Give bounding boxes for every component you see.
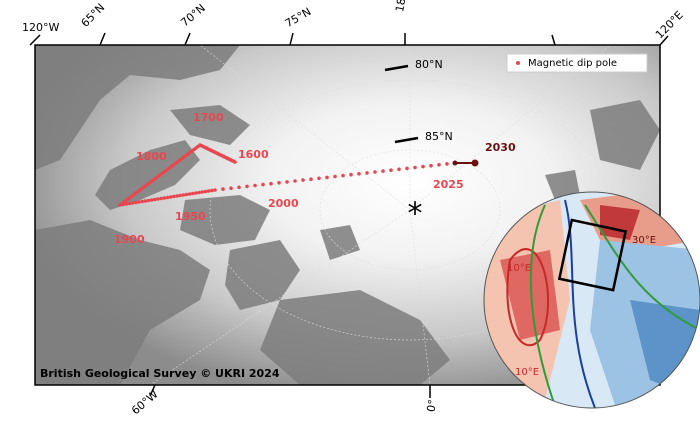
dip-pole-dot bbox=[245, 184, 249, 189]
graticule-label: 180° bbox=[393, 0, 410, 13]
dip-pole-dot bbox=[149, 198, 154, 202]
dip-pole-dot bbox=[437, 163, 441, 167]
graticule-label: 85°N bbox=[425, 130, 453, 143]
dip-pole-dot bbox=[203, 189, 208, 194]
land bbox=[35, 45, 660, 385]
dip-pole-dot bbox=[197, 190, 201, 195]
geographic-pole: * bbox=[408, 197, 423, 232]
dip-pole-dot bbox=[413, 165, 417, 170]
dip-pole-dot bbox=[333, 174, 337, 179]
dip-pole-dot bbox=[178, 193, 182, 198]
dip-pole-dot bbox=[143, 199, 148, 203]
dip-pole-dot bbox=[146, 198, 151, 203]
dip-pole-dot bbox=[397, 167, 401, 172]
dip-pole-dot bbox=[445, 162, 449, 166]
year-label: 2025 bbox=[433, 178, 464, 191]
dip-pole-dot bbox=[301, 178, 305, 182]
dip-pole-dot bbox=[200, 190, 205, 194]
dip-pole-dot bbox=[405, 166, 409, 171]
frame-ticks bbox=[29, 32, 669, 398]
dip-pole-dot bbox=[127, 201, 132, 206]
dip-pole-dot bbox=[293, 179, 297, 183]
dip-pole-dot bbox=[309, 177, 313, 181]
dip-pole-dot bbox=[325, 175, 329, 180]
dip-pole-dot bbox=[421, 164, 425, 169]
inset-globe bbox=[483, 191, 700, 409]
dip-pole-dot bbox=[162, 196, 167, 200]
forecast-dot bbox=[471, 159, 479, 167]
graticule-label: 60°W bbox=[129, 388, 161, 418]
dip-pole-dot bbox=[253, 183, 257, 188]
dip-pole-dot bbox=[285, 180, 289, 184]
dip-pole-dot bbox=[221, 187, 225, 191]
dip-pole-dot bbox=[210, 188, 214, 193]
graticule-label: 65°N bbox=[79, 1, 108, 30]
dip-pole-dot bbox=[429, 163, 433, 168]
credit: British Geological Survey © UKRI 2024 bbox=[40, 367, 280, 380]
year-label: 2030 bbox=[485, 141, 516, 154]
dip-pole-dot bbox=[184, 192, 189, 197]
legend-label: Magnetic dip pole bbox=[528, 58, 617, 69]
graticule-label: 70°N bbox=[178, 2, 208, 30]
dip-pole-dot bbox=[373, 170, 377, 174]
dip-pole-dot bbox=[341, 173, 345, 178]
dip-pole-dot bbox=[357, 172, 361, 176]
dip-pole-dot bbox=[213, 188, 217, 192]
dip-pole-dot bbox=[137, 200, 141, 204]
dip-pole-dot bbox=[277, 181, 281, 185]
dip-pole-dot bbox=[317, 176, 321, 181]
graticule-label: 75°N bbox=[283, 5, 314, 30]
dip-pole-dot bbox=[168, 195, 173, 199]
dip-pole-dot bbox=[124, 202, 129, 206]
graticule-label: 80°N bbox=[415, 58, 443, 71]
year-label: 1800 bbox=[136, 150, 167, 163]
legend-marker bbox=[516, 61, 520, 65]
inset-label: 30°E bbox=[632, 235, 656, 246]
graticule-label: 120°W bbox=[22, 21, 59, 34]
dip-pole-dot bbox=[181, 193, 186, 197]
dip-pole-dot bbox=[165, 195, 170, 200]
frame bbox=[34, 44, 661, 386]
graticule-label: 0° bbox=[424, 398, 439, 413]
year-label: 1600 bbox=[238, 148, 269, 161]
dip-pole-dot bbox=[175, 194, 179, 198]
dip-pole-dot bbox=[134, 200, 138, 205]
dip-pole-dot bbox=[153, 197, 157, 202]
year-label: 1900 bbox=[114, 233, 145, 246]
dip-pole-dot bbox=[194, 191, 198, 195]
dip-pole-dot bbox=[237, 185, 241, 190]
dip-pole-dot bbox=[172, 194, 176, 199]
dip-pole-dot bbox=[130, 201, 135, 205]
dip-pole-dot bbox=[349, 172, 353, 177]
dip-pole-dot bbox=[269, 181, 273, 186]
dip-pole-dot bbox=[121, 202, 125, 207]
graticule-label: 120°E bbox=[653, 8, 686, 41]
lat-marker bbox=[384, 64, 409, 72]
dip-pole-dot bbox=[229, 186, 233, 190]
year-label: 1950 bbox=[175, 210, 206, 223]
forecast-dot bbox=[452, 160, 458, 166]
dip-pole-dot bbox=[118, 203, 122, 207]
dip-pole-dot bbox=[365, 171, 369, 175]
year-label: 2000 bbox=[268, 197, 299, 210]
dip-pole-dot bbox=[159, 196, 163, 201]
dip-pole-dot bbox=[381, 169, 385, 173]
legend bbox=[506, 53, 648, 73]
dip-pole-dot bbox=[261, 182, 265, 187]
dip-pole-dot bbox=[206, 189, 211, 193]
dip-pole-dot bbox=[187, 192, 192, 196]
dip-pole-dot bbox=[140, 199, 144, 204]
dip-pole-dot bbox=[156, 197, 160, 201]
inset-label: 10°E bbox=[515, 367, 539, 378]
dip-pole-dot bbox=[191, 191, 195, 196]
year-label: 1700 bbox=[193, 111, 224, 124]
inset-label: 10°E bbox=[507, 263, 531, 274]
dip-pole-dot bbox=[389, 168, 393, 172]
dip-pole-path bbox=[118, 143, 479, 207]
lat-marker bbox=[394, 136, 419, 144]
